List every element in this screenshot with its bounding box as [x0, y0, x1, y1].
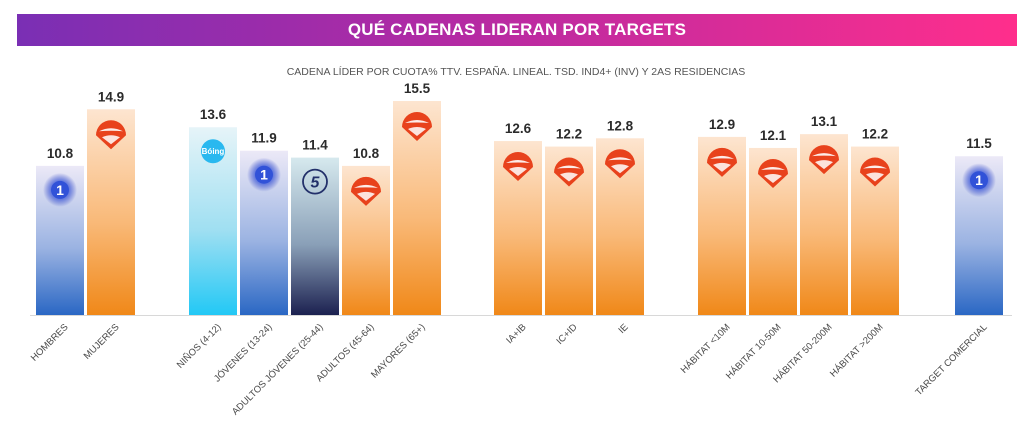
- tick-label-13: HÁBITAT >200M: [828, 322, 886, 380]
- data-label-7: 12.6: [505, 121, 532, 136]
- tick-label-11: HÁBITAT 10-50M: [724, 322, 784, 382]
- data-label-6: 15.5: [404, 81, 431, 96]
- antena3-logo-icon: [605, 149, 635, 179]
- chart-subtitle: CADENA LÍDER POR CUOTA% TTV. ESPAÑA. LIN…: [286, 66, 746, 78]
- tick-label-4: ADULTOS JÓVENES (25-44): [230, 322, 326, 418]
- tick-label-6: MAYORES (65+): [369, 322, 428, 381]
- tick-label-0: HOMBRES: [29, 322, 71, 364]
- data-label-11: 12.1: [760, 128, 787, 143]
- tick-label-14: TARGET COMERCIAL: [913, 322, 989, 398]
- data-label-13: 12.2: [862, 127, 888, 142]
- data-label-10: 12.9: [709, 117, 735, 132]
- tick-label-1: MUJERES: [82, 322, 122, 362]
- antena3-logo-icon: [758, 158, 788, 188]
- tick-label-7: IA+IB: [504, 322, 528, 346]
- bar-4: [291, 157, 339, 315]
- svg-text:1: 1: [56, 182, 64, 198]
- antena3-logo-icon: [707, 147, 737, 177]
- antena3-logo-icon: [402, 112, 432, 141]
- la1-logo-icon: 1: [43, 172, 77, 207]
- chart-title: QUÉ CADENAS LIDERAN POR TARGETS: [347, 20, 687, 39]
- antena3-logo-icon: [351, 176, 381, 206]
- antena3-logo-icon: [96, 120, 126, 150]
- data-label-12: 13.1: [811, 114, 838, 129]
- antena3-logo-icon: [860, 157, 890, 187]
- cuatro-logo-icon: 5: [302, 168, 328, 195]
- la1-logo-icon: 1: [962, 163, 996, 198]
- antena3-logo-icon: [554, 157, 584, 187]
- data-label-14: 11.5: [966, 136, 992, 151]
- antena3-logo-icon: [503, 152, 533, 182]
- boing-logo-icon: Bóing: [201, 139, 225, 164]
- svg-text:1: 1: [260, 167, 268, 183]
- title-banner: QUÉ CADENAS LIDERAN POR TARGETS: [17, 14, 1017, 46]
- tick-label-8: IC+ID: [555, 322, 580, 347]
- data-label-0: 10.8: [47, 146, 74, 161]
- svg-text:1: 1: [975, 172, 983, 188]
- svg-text:5: 5: [311, 175, 321, 192]
- tick-label-10: HÁBITAT <10M: [679, 322, 733, 376]
- data-label-9: 12.8: [607, 118, 634, 133]
- data-label-8: 12.2: [556, 127, 582, 142]
- data-label-4: 11.4: [302, 138, 328, 153]
- tick-label-2: NIÑOS (4-12): [175, 322, 224, 371]
- svg-text:Bóing: Bóing: [202, 147, 225, 156]
- data-label-3: 11.9: [251, 131, 277, 146]
- data-label-1: 14.9: [98, 89, 124, 104]
- data-label-5: 10.8: [353, 146, 380, 161]
- antena3-logo-icon: [809, 145, 839, 175]
- tick-label-9: IE: [617, 322, 631, 336]
- data-label-2: 13.6: [200, 107, 227, 122]
- la1-logo-icon: 1: [247, 157, 281, 192]
